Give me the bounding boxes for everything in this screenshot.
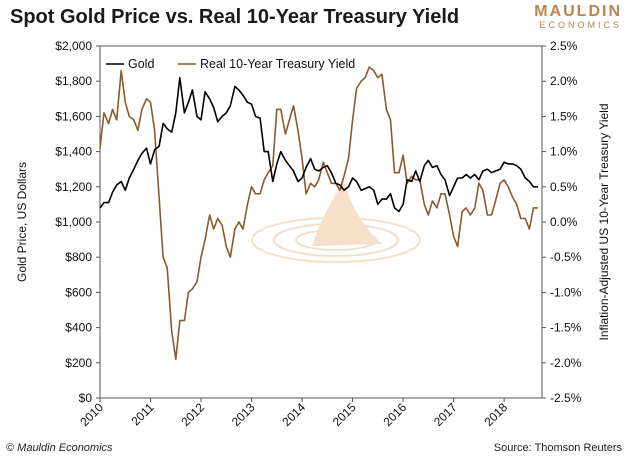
- y-right-tick-label: -2.5%: [550, 391, 582, 405]
- series-layer: [99, 66, 538, 361]
- y-right-tick-label: 1.0%: [550, 145, 578, 159]
- x-tick-label: 2017: [431, 400, 460, 429]
- yield-series-line: [99, 66, 538, 361]
- y-tick-label: $600: [65, 285, 92, 299]
- y-tick-label: $200: [65, 356, 92, 370]
- chart-title: Spot Gold Price vs. Real 10-Year Treasur…: [10, 6, 460, 28]
- y-right-axis-title: Inflation-Adjusted US 10-Year Treasury Y…: [597, 103, 611, 340]
- chart-legend: Gold Real 10-Year Treasury Yield: [106, 57, 355, 71]
- y-right-tick-label: -2.0%: [550, 356, 582, 370]
- y-tick-label: $2,000: [55, 39, 92, 53]
- y-right-tick-label: 1.5%: [550, 109, 578, 123]
- y-right-tick-label: 0.0%: [550, 215, 578, 229]
- brand-logo: MAULDIN ECONOMICS: [534, 3, 622, 31]
- x-tick-label: 2018: [481, 400, 510, 429]
- y-tick-label: $1,200: [55, 180, 92, 194]
- x-tick-label: 2015: [330, 400, 359, 429]
- x-tick-label: 2013: [229, 400, 258, 429]
- source-text: Source: Thomson Reuters: [493, 442, 622, 454]
- y-tick-label: $1,400: [55, 145, 92, 159]
- y-tick-label: $400: [65, 321, 92, 335]
- watermark-graphic: [251, 182, 421, 263]
- y-right-tick-label: 2.0%: [550, 74, 578, 88]
- x-tick-label: 2011: [128, 400, 156, 428]
- x-tick-label: 2016: [380, 400, 409, 429]
- y-tick-label: $1,800: [55, 74, 92, 88]
- y-tick-label: $800: [65, 250, 92, 264]
- x-tick-label: 2014: [279, 400, 308, 429]
- y-right-tick-label: -1.0%: [550, 285, 582, 299]
- copyright-text: © Mauldin Economics: [6, 442, 113, 454]
- y-tick-label: $1,600: [55, 109, 92, 123]
- logo-sub-text: ECONOMICS: [539, 20, 622, 30]
- y-right-tick-label: -1.5%: [550, 321, 582, 335]
- logo-main-text: MAULDIN: [534, 3, 622, 20]
- y-right-tick-label: 2.5%: [550, 39, 578, 53]
- legend-label-yield: Real 10-Year Treasury Yield: [200, 57, 355, 71]
- y-axis-title: Gold Price, US Dollars: [15, 162, 29, 282]
- plot-frame: [99, 45, 543, 399]
- gold-series-line: [99, 76, 538, 213]
- x-tick-label: 2012: [178, 400, 207, 429]
- y-right-tick-label: 0.5%: [550, 180, 578, 194]
- y-tick-label: $0: [79, 391, 93, 405]
- legend-label-gold: Gold: [128, 57, 154, 71]
- y-tick-label: $1,000: [55, 215, 92, 229]
- chart-axes: $0 $200 $400 $600 $800 $1,000 $1,200 $1,400 $1,6…: [15, 39, 611, 429]
- y-right-tick-label: -0.5%: [550, 250, 582, 264]
